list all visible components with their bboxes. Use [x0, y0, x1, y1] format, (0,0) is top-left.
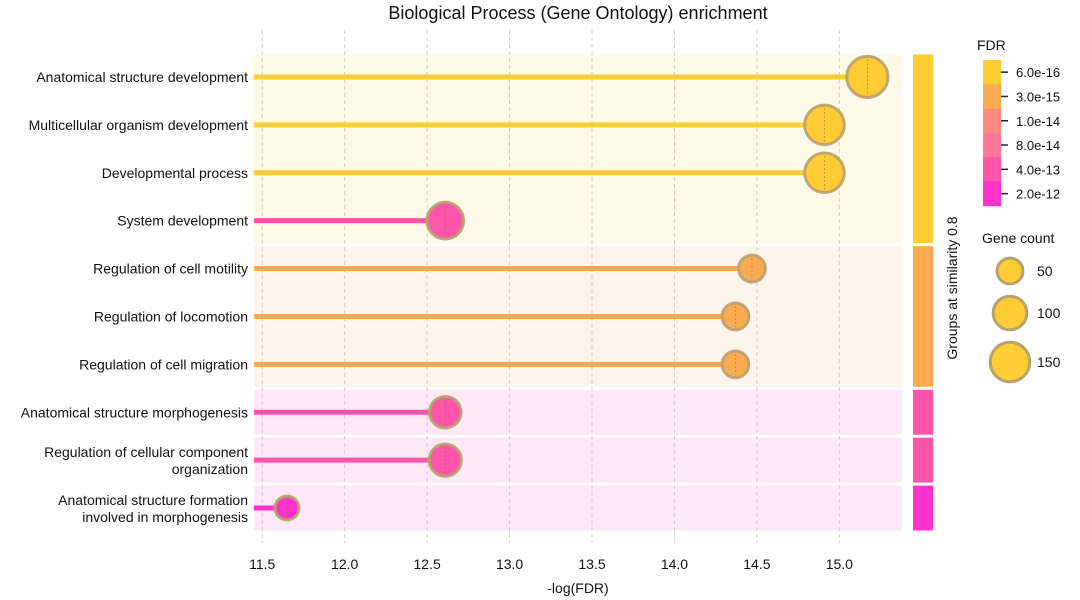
group-bar-3	[913, 437, 933, 483]
gene-count-legend-marker	[991, 294, 1029, 332]
gene-count-legend-marker	[988, 340, 1032, 384]
group-background-4	[254, 485, 902, 531]
category-label: Regulation of locomotion	[94, 308, 248, 324]
gene-count-legend-label: 100	[1037, 305, 1061, 321]
fdr-legend-label: 1.0e-14	[1016, 114, 1060, 129]
category-label-line: Regulation of cellular component	[44, 444, 248, 460]
category-label: System development	[117, 213, 248, 229]
group-bar-1	[913, 246, 933, 387]
fdr-legend-label: 6.0e-16	[1016, 65, 1060, 80]
group-axis-label: Groups at similarity 0.8	[944, 216, 960, 359]
gene-count-legend: Gene count 50 100 150	[982, 230, 1061, 384]
lollipop-point	[720, 349, 751, 380]
fdr-legend-swatch	[983, 84, 1001, 110]
x-axis-label: -log(FDR)	[547, 580, 608, 596]
category-labels: Anatomical structure development Multicel…	[21, 69, 248, 525]
x-tick-label: 14.0	[661, 556, 688, 572]
category-label: Multicellular organism development	[29, 117, 249, 133]
category-label-line: involved in morphogenesis	[82, 509, 248, 525]
gene-count-legend-title: Gene count	[982, 230, 1054, 246]
lollipop-point	[425, 200, 466, 241]
x-tick-label: 15.0	[826, 556, 853, 572]
group-background-0	[254, 54, 902, 244]
gene-count-legend-label: 50	[1037, 263, 1053, 279]
fdr-legend-label: 8.0e-14	[1016, 138, 1060, 153]
fdr-legend-label: 3.0e-15	[1016, 89, 1060, 104]
x-tick-label: 13.0	[496, 556, 523, 572]
category-label: Anatomical structure formation involved i…	[58, 492, 248, 525]
category-label: Regulation of cellular component organiza…	[44, 444, 248, 477]
group-bar-2	[913, 389, 933, 435]
fdr-legend-swatch	[983, 60, 1001, 85]
fdr-legend-swatch	[983, 181, 1001, 207]
group-bar-4	[913, 485, 933, 531]
grid	[261, 30, 840, 543]
fdr-legend-label: 2.0e-12	[1016, 187, 1060, 202]
fdr-legend-swatch	[983, 157, 1001, 182]
gene-count-legend-marker	[995, 256, 1025, 286]
group-bar-0	[913, 54, 933, 244]
category-label: Anatomical structure development	[36, 69, 248, 85]
category-label: Anatomical structure morphogenesis	[21, 404, 248, 420]
fdr-legend-swatch	[983, 132, 1001, 158]
x-tick-label: 13.5	[578, 556, 605, 572]
category-label: Regulation of cell motility	[93, 261, 248, 277]
fdr-legend-label: 4.0e-13	[1016, 162, 1060, 177]
lollipops	[254, 54, 890, 522]
lollipop-point	[737, 253, 767, 284]
fdr-legend-title: FDR	[977, 37, 1006, 53]
category-label: Developmental process	[102, 165, 248, 181]
category-label: Regulation of cell migration	[79, 356, 248, 372]
category-label-line: Anatomical structure formation	[58, 492, 248, 508]
lollipop-point	[720, 301, 751, 332]
fdr-legend-swatch	[983, 108, 1001, 134]
fdr-legend: FDR 6.0e-16 3.0e-15 1.0e-14 8.0e-14 4.0e-13 2.…	[977, 37, 1060, 207]
gene-count-legend-label: 150	[1037, 354, 1061, 370]
x-tick-labels: 11.5 12.0 12.5 13.0 13.5 14.0 14.5 15.0	[249, 556, 853, 572]
x-tick-label: 11.5	[249, 556, 275, 572]
x-tick-label: 14.5	[743, 556, 770, 572]
chart-title: Biological Process (Gene Ontology) enric…	[388, 3, 767, 23]
x-tick-label: 12.5	[414, 556, 441, 572]
group-bars	[913, 54, 933, 531]
category-label-line: organization	[172, 461, 248, 477]
x-tick-label: 12.0	[331, 556, 358, 572]
